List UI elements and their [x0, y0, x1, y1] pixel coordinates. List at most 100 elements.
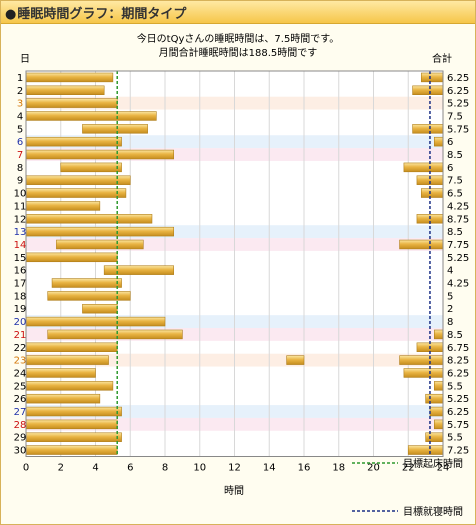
sleep-bar-day-2-2 — [412, 85, 444, 95]
x-tick-6: 6 — [127, 463, 133, 474]
total-label-1: 6.25 — [447, 73, 469, 84]
legend: 目標起床時間 目標就寝時間 — [352, 457, 463, 518]
sleep-bar-day-22-1 — [25, 342, 118, 353]
total-label-25: 5.5 — [447, 381, 463, 392]
sleep-bar-day-25-2 — [434, 381, 444, 391]
sleep-bar-day-18-1 — [47, 291, 131, 301]
sleep-bar-day-15-1 — [25, 252, 118, 263]
x-tick-12: 12 — [228, 463, 241, 474]
sleep-bar-day-29-2 — [425, 432, 444, 442]
sleep-bar-day-6-1 — [25, 136, 122, 147]
axes: 0 2 4 6 8 10 12 14 16 18 20 22 24 — [23, 70, 450, 474]
legend-wake-label: 目標起床時間 — [403, 457, 463, 470]
sleep-bar-day-4-1 — [25, 111, 157, 121]
sleep-bar-day-12-1 — [25, 214, 153, 224]
day-label-9: 9 — [17, 176, 23, 187]
day-label-2: 2 — [17, 86, 23, 97]
sleep-bar-day-11-1 — [25, 201, 101, 211]
sleep-bar-day-9-1 — [25, 175, 131, 185]
total-label-12: 8.75 — [447, 214, 469, 225]
day-label-25: 25 — [14, 381, 27, 392]
day-label-13: 13 — [14, 227, 27, 238]
sleep-bar-day-8-2 — [403, 162, 444, 173]
total-label-17: 4.25 — [447, 279, 469, 290]
day-label-18: 18 — [14, 291, 27, 302]
total-label-19: 2 — [447, 304, 453, 315]
sleep-bar-day-5-1 — [82, 124, 148, 134]
total-label-26: 5.25 — [447, 394, 469, 405]
sleep-bar-day-2-1 — [25, 85, 105, 95]
total-label-14: 7.75 — [447, 240, 469, 251]
plot-border — [25, 70, 444, 457]
total-label-28: 5.75 — [447, 420, 469, 431]
sleep-bar-day-13-1 — [25, 226, 174, 237]
total-label-24: 6.25 — [447, 368, 469, 379]
total-label-4: 7.5 — [447, 111, 463, 122]
total-label-18: 5 — [447, 291, 453, 302]
total-label-27: 6.25 — [447, 407, 469, 418]
sleep-bars — [25, 72, 444, 455]
day-label-29: 29 — [14, 433, 27, 444]
sleep-bar-day-6-2 — [434, 136, 444, 147]
day-label-6: 6 — [17, 137, 23, 148]
day-label-23: 23 — [14, 356, 27, 367]
sleep-bar-day-23-2 — [286, 355, 305, 365]
total-label-23: 8.25 — [447, 356, 469, 367]
total-label-6: 6 — [447, 137, 453, 148]
x-tick-14: 14 — [263, 463, 276, 474]
day-label-11: 11 — [14, 201, 27, 212]
sleep-bar-day-30-1 — [25, 445, 118, 455]
day-label-26: 26 — [14, 394, 27, 405]
day-label-8: 8 — [17, 163, 23, 174]
day-label-30: 30 — [14, 446, 27, 457]
day-label-4: 4 — [17, 111, 23, 122]
sleep-bar-day-21-1 — [47, 329, 183, 340]
total-label-20: 8 — [447, 317, 453, 328]
total-label-15: 5.25 — [447, 253, 469, 264]
x-tick-18: 18 — [332, 463, 345, 474]
sleep-bar-day-17-1 — [51, 278, 122, 288]
sleep-bar-day-29-1 — [25, 432, 122, 442]
total-label-30: 7.25 — [447, 446, 469, 457]
day-label-19: 19 — [14, 304, 27, 315]
day-label-28: 28 — [14, 420, 27, 431]
total-column-label: 合計 — [432, 52, 452, 65]
day-label-7: 7 — [17, 150, 23, 161]
sleep-bar-day-28-2 — [434, 419, 444, 430]
sleep-bar-day-7-1 — [25, 149, 174, 160]
sleep-bar-day-23-1 — [25, 355, 109, 365]
day-label-22: 22 — [14, 343, 27, 354]
x-tick-2: 2 — [58, 463, 64, 474]
day-label-17: 17 — [14, 279, 27, 290]
sleep-bar-day-14-1 — [56, 239, 144, 250]
sleep-bar-day-16-1 — [103, 265, 174, 275]
y-axis-label: 日 — [20, 54, 30, 65]
total-label-10: 6.5 — [447, 189, 463, 200]
sleep-bar-day-28-1 — [25, 419, 118, 430]
title-text: 睡眠時間グラフ：期間タイプ — [17, 7, 187, 22]
day-label-21: 21 — [14, 330, 27, 341]
sleep-bar-day-25-1 — [25, 381, 114, 391]
sleep-bar-day-20-1 — [25, 316, 166, 327]
sleep-bar-day-27-2 — [429, 406, 444, 417]
total-label-29: 5.5 — [447, 433, 463, 444]
row-labels: 1 6.25 2 6.25 3 5.25 4 7.5 5 5.75 6 6 7 8.5 8 6 9 7.5 10 6.… — [14, 73, 470, 457]
sleep-bar-day-24-2 — [403, 368, 444, 378]
x-tick-24: 24 — [437, 463, 450, 474]
day-label-12: 12 — [14, 214, 27, 225]
summary-line-2: 月間合計睡眠時間は188.5時間です — [159, 46, 318, 59]
total-label-22: 6.75 — [447, 343, 469, 354]
x-tick-8: 8 — [162, 463, 168, 474]
total-label-3: 5.25 — [447, 99, 469, 110]
total-label-13: 8.5 — [447, 227, 463, 238]
sleep-bar-day-27-1 — [25, 406, 122, 417]
day-label-5: 5 — [17, 124, 23, 135]
x-axis-label: 時間 — [224, 485, 244, 497]
sleep-bar-day-10-1 — [25, 188, 127, 198]
day-label-20: 20 — [14, 317, 27, 328]
sleep-bar-day-21-2 — [434, 329, 444, 340]
x-tick-4: 4 — [92, 463, 98, 474]
total-label-11: 4.25 — [447, 201, 469, 212]
bullet-icon: ● — [5, 7, 17, 22]
